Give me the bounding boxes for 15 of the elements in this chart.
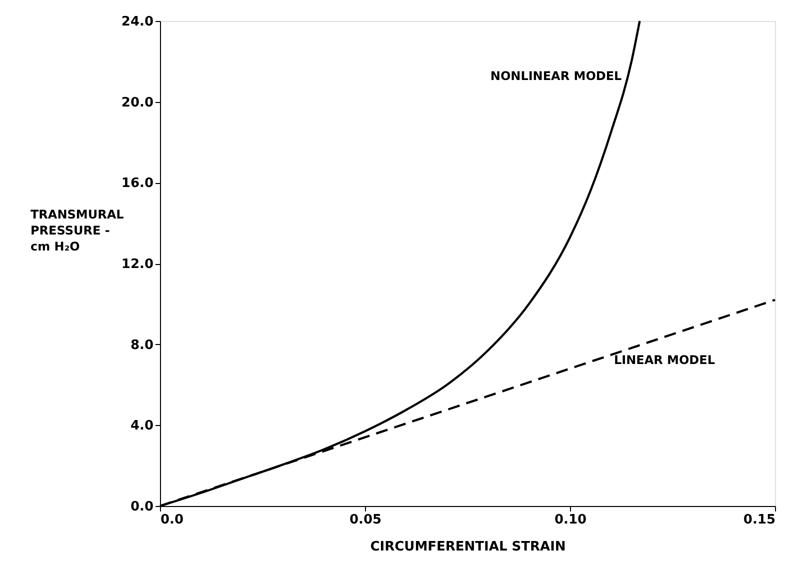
x-tick-label: 0.10 <box>554 512 587 528</box>
y-tick-label: 0.0 <box>130 500 154 514</box>
series-label: LINEAR MODEL <box>614 352 716 367</box>
y-tick-label: 12.0 <box>121 257 154 272</box>
x-axis-title: CIRCUMFERENTIAL STRAIN <box>370 540 566 554</box>
x-tick-label: 0.05 <box>349 512 382 528</box>
y-tick-label: 4.0 <box>130 418 154 434</box>
y-axis-title: TRANSMURAL PRESSURE - cm H₂O <box>30 208 124 254</box>
y-tick-label: 20.0 <box>121 95 154 110</box>
y-tick-label: 24.0 <box>121 14 154 30</box>
y-tick-label: 8.0 <box>130 338 154 353</box>
x-tick-label: 0.15 <box>743 512 776 528</box>
x-tick-label: 0.0 <box>160 512 184 528</box>
y-tick-label: 16.0 <box>121 176 154 192</box>
series-label: NONLINEAR MODEL <box>490 69 622 83</box>
